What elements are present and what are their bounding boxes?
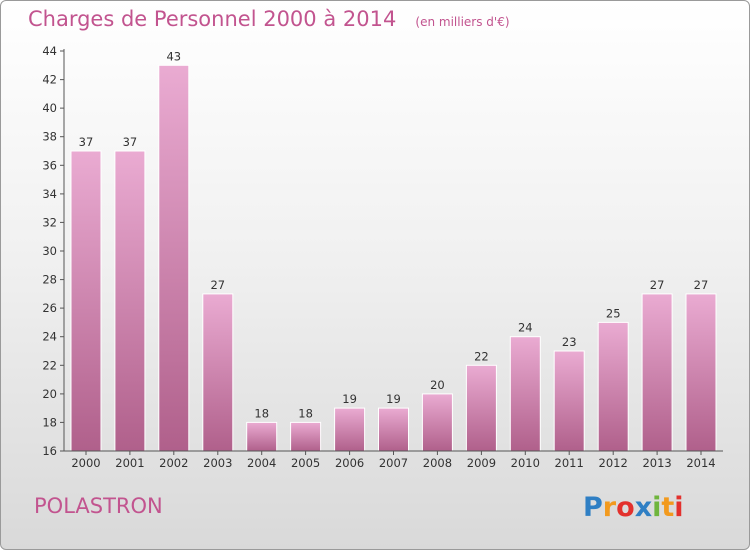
- value-label-2000: 37: [79, 135, 94, 149]
- value-label-2010: 24: [518, 321, 533, 335]
- x-tick-label-2000: 2000: [71, 456, 100, 470]
- bars-layer: 37 37 43 27 18 18 19 19 20 22 24 23 25 27 27: [70, 49, 717, 452]
- x-tick-label-2004: 2004: [247, 456, 276, 470]
- y-tick-label-30: 30: [42, 244, 57, 258]
- y-tick-label-36: 36: [42, 158, 57, 172]
- x-tick-label-2010: 2010: [511, 456, 540, 470]
- bar-2003: [202, 293, 234, 452]
- y-tick-label-26: 26: [42, 301, 57, 315]
- bar-2014: [685, 293, 717, 452]
- bar-2010: [509, 336, 541, 452]
- x-tick-label-2005: 2005: [291, 456, 320, 470]
- y-tick-label-28: 28: [42, 273, 57, 287]
- x-tick-label-2013: 2013: [642, 456, 671, 470]
- x-tick-label-2007: 2007: [379, 456, 408, 470]
- bar-2006: [334, 407, 366, 452]
- chart-title: Charges de Personnel 2000 à 2014: [28, 7, 397, 31]
- bar-2000: [70, 150, 102, 452]
- town-name: POLASTRON: [34, 494, 163, 518]
- title-row: Charges de Personnel 2000 à 2014 (en mil…: [28, 7, 510, 31]
- value-label-2011: 23: [562, 335, 577, 349]
- value-label-2014: 27: [694, 278, 709, 292]
- bar-2001: [114, 150, 146, 452]
- value-label-2005: 18: [298, 406, 313, 420]
- bar-2007: [378, 407, 409, 452]
- x-tick-label-2008: 2008: [423, 456, 452, 470]
- y-tick-label-42: 42: [42, 73, 57, 87]
- bar-2004: [246, 421, 278, 452]
- svg-text:Proxiti: Proxiti: [583, 492, 684, 523]
- y-tick-label-16: 16: [42, 444, 57, 458]
- bar-2005: [290, 421, 322, 452]
- y-tick-label-18: 18: [42, 415, 57, 429]
- y-tick-label-32: 32: [42, 215, 57, 229]
- x-tick-label-2011: 2011: [555, 456, 584, 470]
- bar-2011: [553, 350, 585, 452]
- y-tick-label-40: 40: [42, 101, 57, 115]
- value-label-2006: 19: [342, 392, 357, 406]
- chart-subtitle: (en milliers d'€): [415, 15, 510, 29]
- y-tick-label-44: 44: [42, 44, 57, 58]
- x-tick-label-2003: 2003: [203, 456, 232, 470]
- x-tick-label-2002: 2002: [159, 456, 188, 470]
- y-tick-label-20: 20: [42, 387, 57, 401]
- value-label-2004: 18: [254, 406, 269, 420]
- bar-2008: [421, 393, 453, 452]
- bar-2002: [158, 64, 190, 452]
- x-tick-label-2014: 2014: [686, 456, 715, 470]
- x-tick-label-2006: 2006: [335, 456, 364, 470]
- value-label-2007: 19: [386, 392, 401, 406]
- axes: 2000 2001 2002 2003 2004 2005 2006 2007 2008 2009…: [42, 44, 723, 470]
- value-label-2008: 20: [430, 378, 445, 392]
- value-label-2001: 37: [123, 135, 138, 149]
- bar-2012: [597, 321, 629, 452]
- value-label-2012: 25: [606, 306, 621, 320]
- bar-2009: [465, 364, 497, 452]
- y-tick-label-38: 38: [42, 130, 57, 144]
- value-label-2002: 43: [166, 49, 181, 63]
- value-label-2009: 22: [474, 349, 489, 363]
- x-tick-label-2012: 2012: [599, 456, 628, 470]
- value-label-2013: 27: [650, 278, 665, 292]
- value-label-2003: 27: [210, 278, 225, 292]
- x-tick-label-2001: 2001: [115, 456, 144, 470]
- y-tick-label-34: 34: [42, 187, 57, 201]
- y-tick-label-24: 24: [42, 330, 57, 344]
- proxiti-logo[interactable]: Proxiti: [583, 489, 693, 523]
- x-tick-label-2009: 2009: [467, 456, 496, 470]
- y-tick-label-22: 22: [42, 358, 57, 372]
- bar-2013: [641, 293, 673, 452]
